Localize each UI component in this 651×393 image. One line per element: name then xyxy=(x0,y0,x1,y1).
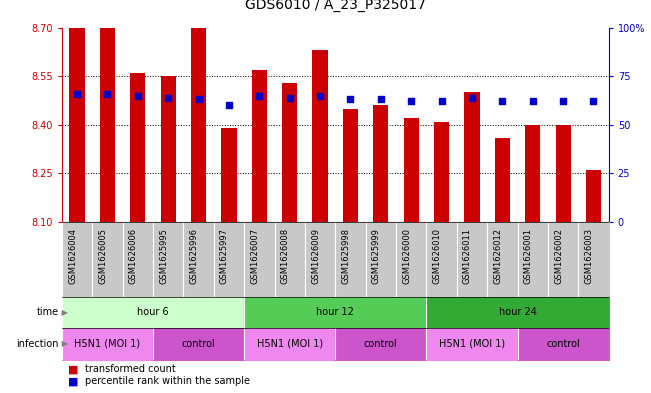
Bar xyxy=(252,70,267,222)
Text: time: time xyxy=(36,307,59,318)
Text: ■: ■ xyxy=(68,376,79,386)
Point xyxy=(527,98,538,105)
Bar xyxy=(161,76,176,222)
Text: GSM1626003: GSM1626003 xyxy=(585,228,594,284)
Text: GSM1626007: GSM1626007 xyxy=(251,228,259,284)
Point xyxy=(102,90,113,97)
Bar xyxy=(464,92,480,222)
Bar xyxy=(312,50,327,222)
Text: control: control xyxy=(546,339,580,349)
Bar xyxy=(555,125,571,222)
Bar xyxy=(343,108,358,222)
Text: ■: ■ xyxy=(68,364,79,375)
Bar xyxy=(373,105,389,222)
Text: hour 12: hour 12 xyxy=(316,307,354,318)
Text: transformed count: transformed count xyxy=(85,364,175,375)
Text: H5N1 (MOI 1): H5N1 (MOI 1) xyxy=(439,339,505,349)
Point xyxy=(497,98,508,105)
Point xyxy=(133,92,143,99)
Point xyxy=(589,98,599,105)
Text: GSM1626008: GSM1626008 xyxy=(281,228,290,284)
Text: GSM1626000: GSM1626000 xyxy=(402,228,411,284)
Text: GSM1626004: GSM1626004 xyxy=(68,228,77,284)
Point xyxy=(163,94,173,101)
Bar xyxy=(130,73,145,222)
Text: ▶: ▶ xyxy=(59,340,68,348)
Text: GSM1626005: GSM1626005 xyxy=(98,228,107,284)
Text: GSM1625996: GSM1625996 xyxy=(189,228,199,284)
Bar xyxy=(221,128,236,222)
Point xyxy=(558,98,568,105)
Text: control: control xyxy=(364,339,398,349)
Text: H5N1 (MOI 1): H5N1 (MOI 1) xyxy=(74,339,141,349)
Bar xyxy=(586,170,601,222)
Text: GDS6010 / A_23_P325017: GDS6010 / A_23_P325017 xyxy=(245,0,426,12)
Text: GSM1625999: GSM1625999 xyxy=(372,228,381,284)
Bar xyxy=(404,118,419,222)
Text: GSM1626012: GSM1626012 xyxy=(493,228,503,284)
Text: hour 6: hour 6 xyxy=(137,307,169,318)
Text: ▶: ▶ xyxy=(59,308,68,317)
Point xyxy=(315,92,326,99)
Text: GSM1625997: GSM1625997 xyxy=(220,228,229,284)
Bar xyxy=(282,83,298,222)
Bar xyxy=(100,28,115,222)
Point xyxy=(436,98,447,105)
Text: GSM1626002: GSM1626002 xyxy=(554,228,563,284)
Point xyxy=(224,102,234,108)
Text: GSM1626011: GSM1626011 xyxy=(463,228,472,284)
Point xyxy=(345,96,355,103)
Text: GSM1626010: GSM1626010 xyxy=(433,228,441,284)
Point xyxy=(254,92,264,99)
Text: GSM1625998: GSM1625998 xyxy=(342,228,350,284)
Point xyxy=(376,96,386,103)
Point xyxy=(72,90,82,97)
Text: percentile rank within the sample: percentile rank within the sample xyxy=(85,376,249,386)
Text: GSM1626006: GSM1626006 xyxy=(129,228,138,284)
Text: H5N1 (MOI 1): H5N1 (MOI 1) xyxy=(256,339,323,349)
Text: control: control xyxy=(182,339,215,349)
Text: GSM1626001: GSM1626001 xyxy=(524,228,533,284)
Text: hour 24: hour 24 xyxy=(499,307,536,318)
Point xyxy=(406,98,417,105)
Text: infection: infection xyxy=(16,339,59,349)
Text: GSM1626009: GSM1626009 xyxy=(311,228,320,284)
Bar xyxy=(434,121,449,222)
Point xyxy=(467,94,477,101)
Point xyxy=(193,96,204,103)
Bar xyxy=(495,138,510,222)
Bar xyxy=(191,28,206,222)
Text: GSM1625995: GSM1625995 xyxy=(159,228,168,284)
Point xyxy=(284,94,295,101)
Bar xyxy=(70,28,85,222)
Bar xyxy=(525,125,540,222)
